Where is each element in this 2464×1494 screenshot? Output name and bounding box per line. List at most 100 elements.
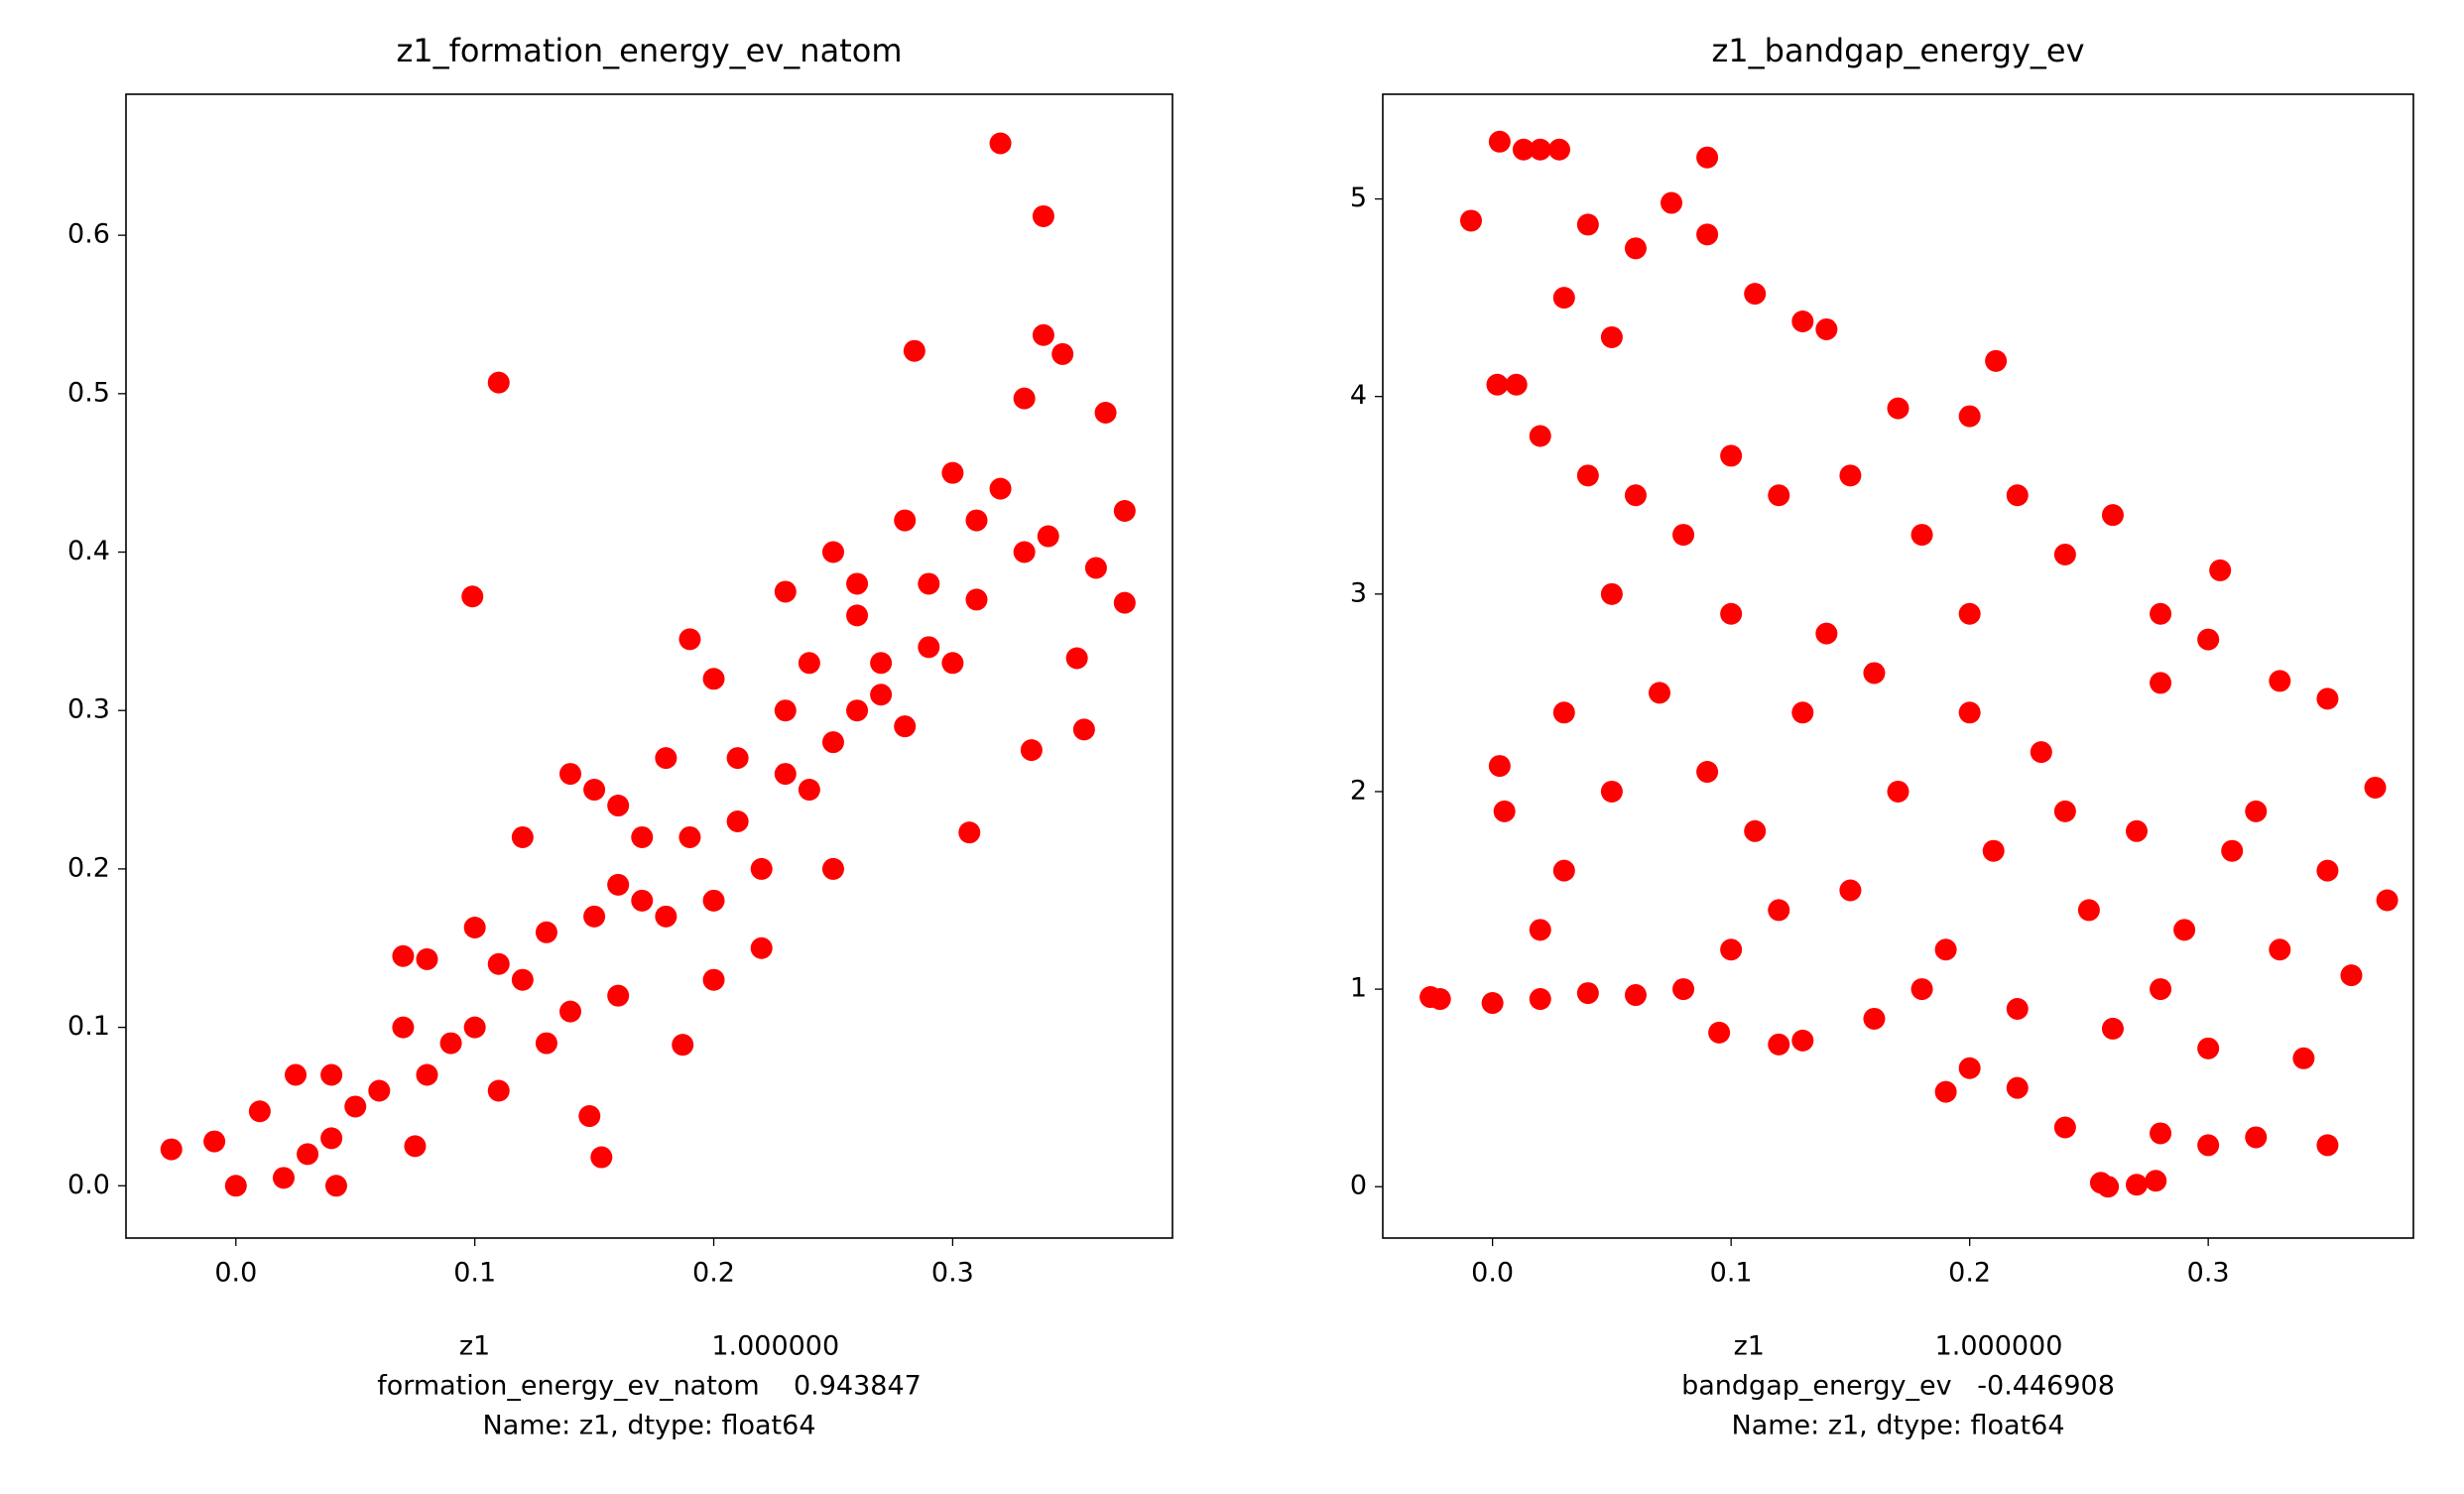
point <box>965 588 988 611</box>
point <box>2197 1037 2220 1059</box>
point <box>1958 602 1981 625</box>
y-tick-label: 0.4 <box>67 536 110 566</box>
point <box>1839 464 1862 487</box>
y-tick-label: 5 <box>1350 183 1367 213</box>
y-tick-label: 4 <box>1350 380 1367 411</box>
point <box>2269 938 2291 961</box>
point <box>2150 1122 2172 1145</box>
x-tick-label: 0.3 <box>2187 1258 2230 1289</box>
point <box>285 1063 308 1086</box>
point <box>535 1032 557 1055</box>
point <box>1887 780 1910 803</box>
x-tick-label: 0.1 <box>453 1258 496 1289</box>
point <box>1791 701 1814 724</box>
point <box>248 1100 271 1123</box>
point <box>1648 682 1670 704</box>
point <box>1672 978 1695 1001</box>
point <box>774 580 797 603</box>
point <box>487 371 510 394</box>
x-axis-label: bandgap_energy_ev -0.446908 <box>1681 1371 2115 1402</box>
point <box>1696 146 1719 169</box>
point <box>320 1127 343 1150</box>
point <box>2006 484 2029 507</box>
point <box>1768 1033 1790 1056</box>
point <box>1032 204 1054 227</box>
point <box>1624 984 1647 1007</box>
y-tick-label: 0.2 <box>67 852 110 883</box>
point <box>559 763 582 786</box>
point <box>1013 387 1036 410</box>
x-tick-label: 0.0 <box>214 1258 257 1289</box>
x-tick-label: 0.0 <box>1471 1258 1514 1289</box>
point <box>1934 938 1957 961</box>
point <box>2316 859 2339 882</box>
point <box>1815 317 1838 340</box>
point <box>1744 819 1767 842</box>
point <box>2126 819 2149 842</box>
point <box>1768 899 1790 922</box>
point <box>798 779 820 802</box>
point <box>1661 191 1683 214</box>
point <box>224 1175 247 1197</box>
point <box>2150 672 2172 694</box>
x-axis-label: z1 1.000000 <box>459 1331 839 1362</box>
point <box>1113 499 1136 522</box>
point <box>320 1063 343 1086</box>
point <box>1863 662 1886 685</box>
point <box>392 944 415 967</box>
point <box>297 1143 319 1166</box>
point <box>1600 325 1623 348</box>
point <box>511 825 534 848</box>
x-tick-label: 0.2 <box>1948 1258 1991 1289</box>
point <box>1020 739 1043 762</box>
y-tick-label: 0.6 <box>67 219 110 250</box>
point <box>2101 1017 2124 1040</box>
point <box>941 652 964 675</box>
x-axis-label: formation_energy_ev_natom 0.943847 <box>377 1371 922 1402</box>
y-tick-label: 0.5 <box>67 377 110 408</box>
point <box>2150 978 2172 1001</box>
x-tick-label: 0.3 <box>931 1258 974 1289</box>
point <box>1720 444 1743 467</box>
point <box>958 821 981 844</box>
point <box>1600 582 1623 605</box>
point <box>1486 373 1509 396</box>
y-tick-label: 3 <box>1350 577 1367 608</box>
y-tick-label: 1 <box>1350 973 1367 1004</box>
x-tick-label: 0.1 <box>1710 1258 1753 1289</box>
x-axis-label: Name: z1, dtype: float64 <box>483 1411 816 1441</box>
point <box>2101 504 2124 527</box>
point <box>1887 397 1910 420</box>
point <box>1910 524 1933 547</box>
point <box>655 905 678 928</box>
point <box>272 1167 295 1189</box>
chart-title: z1_bandgap_energy_ev <box>1711 32 2084 69</box>
point <box>1624 484 1647 507</box>
point <box>631 889 654 912</box>
point <box>2077 899 2100 922</box>
point <box>2364 776 2387 799</box>
point <box>1529 425 1551 447</box>
point <box>894 715 917 738</box>
point <box>2173 919 2196 941</box>
point <box>439 1032 462 1055</box>
point <box>1624 237 1647 260</box>
point <box>846 572 869 595</box>
point <box>1084 557 1107 579</box>
point <box>1791 311 1814 333</box>
y-tick-label: 2 <box>1350 775 1367 806</box>
point <box>2245 1126 2268 1149</box>
point <box>416 1063 438 1086</box>
point <box>1013 541 1036 563</box>
point <box>631 825 654 848</box>
point <box>590 1146 613 1169</box>
point <box>1958 1057 1981 1079</box>
point <box>2221 839 2244 862</box>
point <box>1488 130 1511 153</box>
point <box>1768 484 1790 507</box>
y-tick-label: 0 <box>1350 1171 1367 1201</box>
point <box>2376 889 2399 912</box>
y-tick-label: 0.1 <box>67 1011 110 1042</box>
point <box>774 699 797 722</box>
